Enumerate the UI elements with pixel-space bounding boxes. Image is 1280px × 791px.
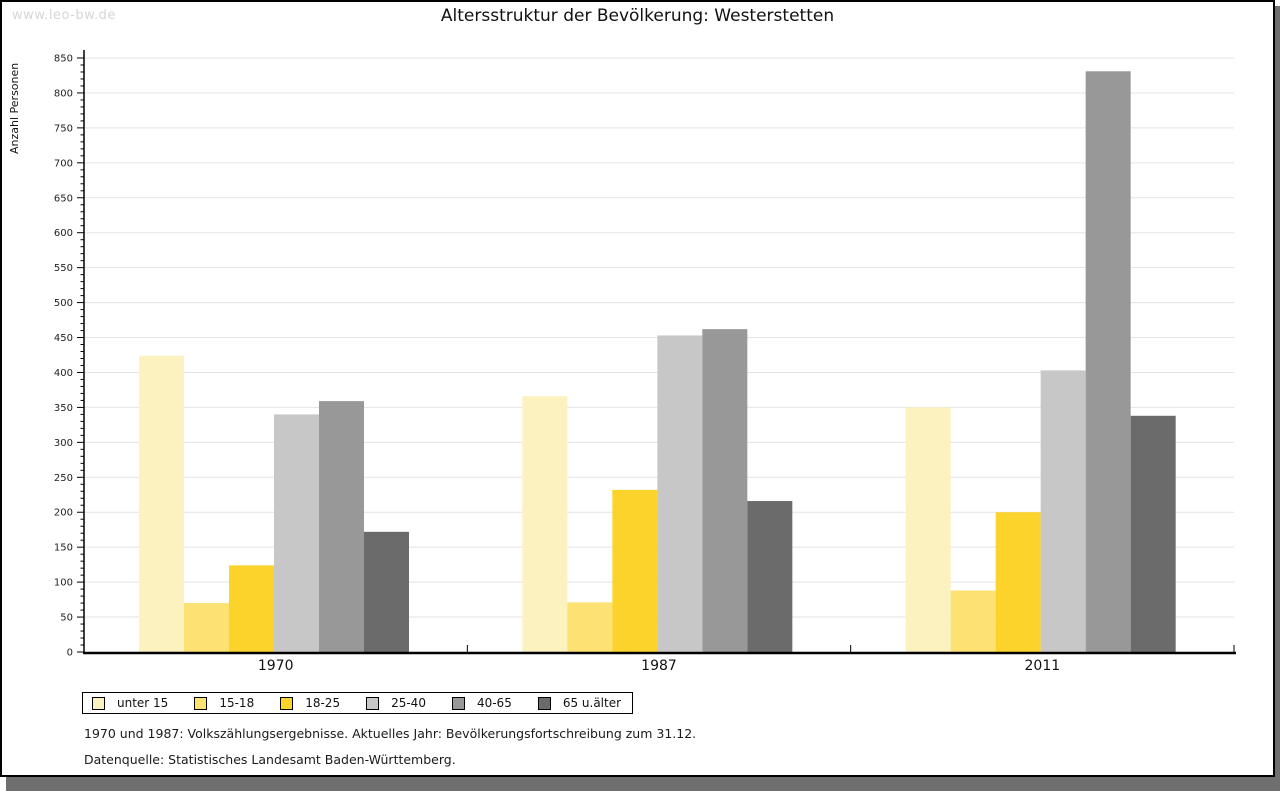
bar-2011-25-40 [1040, 370, 1086, 652]
bar-2011-unter 15 [905, 407, 951, 652]
bar-1987-65 u.älter [747, 501, 793, 652]
x-axis-label: 1970 [258, 658, 294, 674]
chart-card: www.leo-bw.de Altersstruktur der Bevölke… [0, 0, 1275, 777]
y-tick-label: 600 [54, 228, 73, 239]
y-tick-label: 200 [54, 508, 73, 519]
card-shadow-bottom [6, 777, 1280, 791]
bar-2011-18-25 [995, 512, 1041, 652]
legend-item: 15-18 [194, 696, 254, 710]
card-shadow-right [1275, 6, 1280, 791]
chart-title: Altersstruktur der Bevölkerung: Westerst… [440, 6, 835, 26]
legend-swatch [280, 696, 294, 710]
legend-swatch [194, 696, 208, 710]
y-tick-label: 300 [54, 438, 73, 449]
legend-item: 40-65 [451, 696, 512, 710]
footer-source: Datenquelle: Statistisches Landesamt Bad… [84, 752, 456, 767]
y-tick-label: 100 [54, 578, 73, 589]
y-tick-label: 0 [67, 648, 73, 659]
y-tick-label: 850 [54, 54, 73, 65]
legend-swatch [92, 696, 105, 710]
legend-swatch [537, 696, 551, 710]
y-tick-label: 500 [54, 298, 73, 309]
bar-2011-40-65 [1085, 71, 1131, 652]
footer: 1970 und 1987: Volkszählungsergebnisse. … [84, 726, 696, 778]
legend-item: 65 u.älter [537, 696, 622, 710]
bar-chart: 1970 1987 2011 0 50 100 150 200 250 300 350 400 450 5… [8, 50, 1236, 674]
legend: unter 15 15-18 18-25 25-40 40-65 65 u.älter [82, 692, 634, 714]
bar-2011-65 u.älter [1130, 415, 1176, 652]
legend-swatch [451, 696, 465, 710]
y-tick-label: 250 [54, 473, 73, 484]
bar-1987-15-18 [567, 602, 613, 652]
x-axis-label: 1987 [641, 658, 677, 674]
legend-label: 25-40 [391, 696, 426, 710]
watermark-url: www.leo-bw.de [12, 8, 116, 23]
legend-label: 65 u.älter [562, 696, 622, 710]
y-tick-label: 800 [54, 88, 73, 99]
bar-1987-18-25 [612, 489, 658, 652]
y-tick-label: 650 [54, 193, 73, 204]
y-tick-label: 350 [54, 403, 73, 414]
bar-1987-unter 15 [522, 396, 568, 652]
x-axis-label: 2011 [1025, 658, 1061, 674]
legend-swatch [366, 696, 380, 710]
bar-1970-unter 15 [139, 355, 184, 652]
legend-item: 18-25 [280, 696, 340, 710]
y-tick-label: 550 [54, 263, 73, 274]
bar-1970-25-40 [274, 414, 319, 652]
y-tick-label: 150 [54, 543, 73, 554]
y-axis-title: Anzahl Personen [8, 63, 21, 154]
legend-label: 15-18 [219, 696, 255, 710]
legend-label: 40-65 [476, 696, 512, 710]
bar-1987-40-65 [702, 329, 748, 652]
bar-1970-65 u.älter [364, 531, 409, 652]
y-tick-label: 50 [60, 613, 73, 624]
y-tick-label: 400 [54, 368, 73, 379]
bar-2011-15-18 [950, 590, 996, 652]
y-tick-label: 450 [54, 333, 73, 344]
footer-note: 1970 und 1987: Volkszählungsergebnisse. … [84, 726, 697, 741]
legend-item: 25-40 [366, 696, 426, 710]
bar-1970-40-65 [319, 401, 364, 652]
legend-label: 18-25 [305, 696, 341, 710]
y-tick-label: 700 [54, 158, 73, 169]
bar-1970-18-25 [229, 565, 274, 652]
bar-1987-25-40 [657, 335, 703, 652]
y-tick-label: 750 [54, 123, 73, 134]
bar-1970-15-18 [184, 603, 229, 652]
legend-item: unter 15 [92, 696, 168, 710]
legend-label: unter 15 [117, 696, 169, 710]
